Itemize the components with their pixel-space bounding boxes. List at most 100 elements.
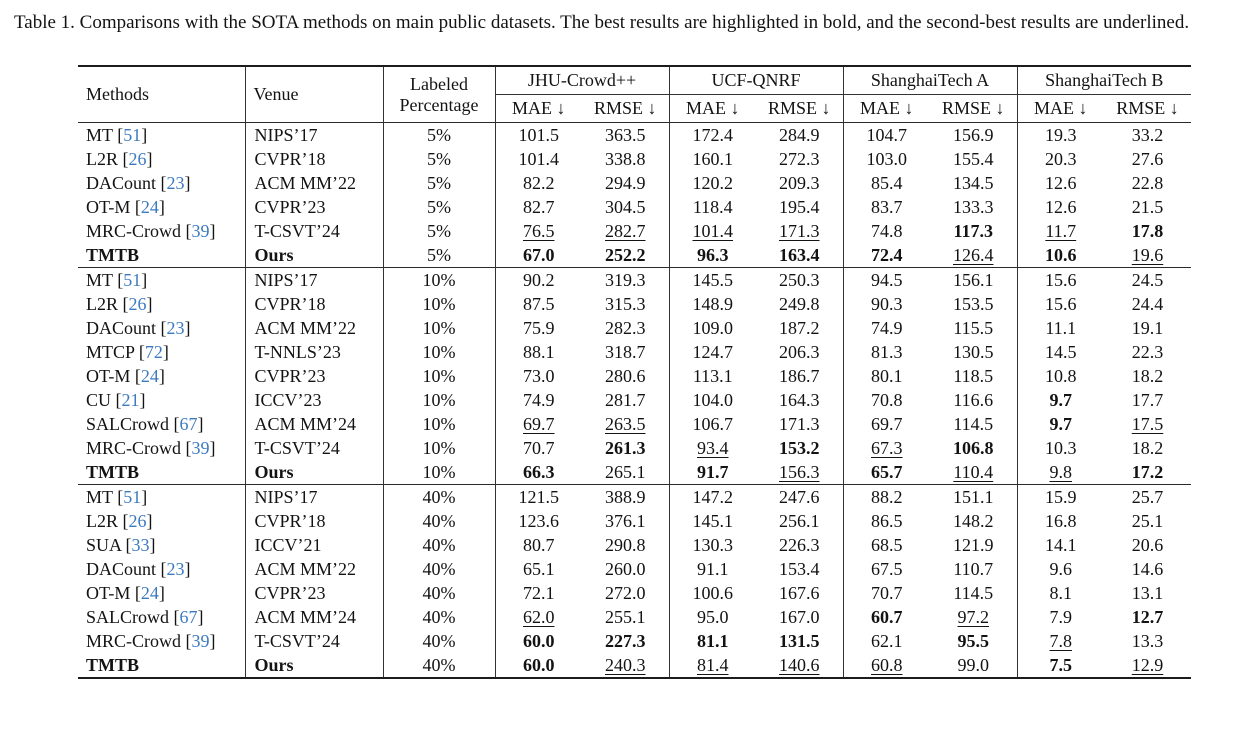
labeled-percentage-cell: 10% <box>383 436 496 460</box>
method-cell: L2R [26] <box>78 292 246 316</box>
citation-number[interactable]: 23 <box>166 172 185 193</box>
method-cell: OT-M [24] <box>78 364 246 388</box>
method-cell: SALCrowd [67] <box>78 605 246 629</box>
venue-cell: T-NNLS’23 <box>245 340 384 364</box>
metric-cell: 315.3 <box>582 292 670 316</box>
citation-number[interactable]: 24 <box>140 365 159 386</box>
metric-cell: 87.5 <box>523 293 555 314</box>
metric-cell: 148.9 <box>692 293 734 314</box>
method-name: SALCrowd <box>86 606 170 627</box>
citation-number[interactable]: 72 <box>144 341 163 362</box>
citation-link[interactable]: [51] <box>112 486 148 507</box>
citation-link[interactable]: [26] <box>118 510 153 531</box>
metric-cell: 13.1 <box>1131 582 1164 603</box>
citation-link[interactable]: [26] <box>118 148 153 169</box>
citation-link[interactable]: [67] <box>169 413 204 434</box>
metric-cell: 121.5 <box>518 486 560 507</box>
citation-link[interactable]: [24] <box>130 196 165 217</box>
metric-cell: 60.0 <box>523 630 555 651</box>
metric-cell: 272.3 <box>756 147 844 171</box>
citation-number[interactable]: 67 <box>179 606 198 627</box>
metric-cell: 130.5 <box>930 340 1018 364</box>
metric-cell: 96.3 <box>697 244 729 265</box>
citation-link[interactable]: [26] <box>118 293 153 314</box>
metric-cell: 130.3 <box>692 534 734 555</box>
citation-link[interactable]: [72] <box>134 341 169 362</box>
metric-cell: 7.8 <box>1049 630 1073 651</box>
citation-link[interactable]: [51] <box>112 269 148 290</box>
metric-cell: 20.6 <box>1131 534 1164 555</box>
col-header-shanghaitech-b: ShanghaiTech B <box>1017 66 1191 95</box>
citation-number[interactable]: 51 <box>123 124 142 145</box>
metric-cell: 93.4 <box>697 437 729 458</box>
metric-cell: 62.1 <box>871 630 903 651</box>
col-header-shanghaitech-a: ShanghaiTech A <box>843 66 1018 95</box>
metric-cell: 7.9 <box>1049 606 1073 627</box>
citation-link[interactable]: [24] <box>130 582 165 603</box>
metric-cell: 10.8 <box>1045 365 1077 386</box>
table-row: TMTB Ours 40% 60.0 240.3 81.4 140.6 60.8 99.0 7.5… <box>78 653 1191 678</box>
venue-cell: Ours <box>245 460 384 485</box>
labeled-percentage-cell: 5% <box>383 243 496 268</box>
citation-number[interactable]: 26 <box>128 293 147 314</box>
method-cell: MRC-Crowd [39] <box>78 219 246 243</box>
citation-link[interactable]: [39] <box>181 630 216 651</box>
metric-cell: 260.0 <box>582 557 670 581</box>
method-name: OT-M <box>86 196 131 217</box>
citation-link[interactable]: [33] <box>121 534 156 555</box>
table-row: MT [51] NIPS’17 5% 101.5 363.5 172.4 284.9 104.… <box>78 122 1191 147</box>
col-header-rmse: RMSE ↓ <box>756 94 844 123</box>
method-name: MT <box>86 486 113 507</box>
citation-link[interactable]: [24] <box>130 365 165 386</box>
citation-number[interactable]: 51 <box>123 486 142 507</box>
labeled-percentage-cell: 40% <box>383 509 496 533</box>
metric-cell: 109.0 <box>692 317 734 338</box>
metric-cell: 153.2 <box>756 436 844 460</box>
method-cell: MRC-Crowd [39] <box>78 436 246 460</box>
metric-cell: 97.2 <box>930 605 1018 629</box>
citation-number[interactable]: 26 <box>128 148 147 169</box>
citation-number[interactable]: 24 <box>140 582 159 603</box>
citation-number[interactable]: 21 <box>121 389 140 410</box>
method-name: MT <box>86 269 113 290</box>
venue-cell: NIPS’17 <box>245 267 384 292</box>
metric-cell: 263.5 <box>582 412 670 436</box>
citation-number[interactable]: 23 <box>166 317 185 338</box>
citation-link[interactable]: [23] <box>156 558 191 579</box>
table-row: OT-M [24] CVPR’23 40% 72.1 272.0 100.6 167.6 70… <box>78 581 1191 605</box>
labeled-percentage-cell: 10% <box>383 340 496 364</box>
labeled-percentage-cell: 10% <box>383 460 496 485</box>
metric-cell: 25.1 <box>1131 510 1164 531</box>
citation-link[interactable]: [23] <box>156 172 191 193</box>
metric-cell: 280.6 <box>582 364 670 388</box>
citation-number[interactable]: 26 <box>128 510 147 531</box>
method-name: L2R <box>86 510 119 531</box>
citation-number[interactable]: 51 <box>123 269 142 290</box>
metric-cell: 240.3 <box>582 653 670 678</box>
metric-cell: 117.3 <box>930 219 1018 243</box>
col-header-rmse: RMSE ↓ <box>582 94 670 123</box>
citation-link[interactable]: [39] <box>181 220 216 241</box>
metric-cell: 70.7 <box>871 582 903 603</box>
metric-cell: 249.8 <box>756 292 844 316</box>
col-header-jhu-crowd: JHU-Crowd++ <box>495 66 670 95</box>
citation-number[interactable]: 39 <box>191 630 210 651</box>
metric-cell: 167.0 <box>756 605 844 629</box>
citation-number[interactable]: 39 <box>191 220 210 241</box>
col-header-rmse: RMSE ↓ <box>1116 98 1179 118</box>
metric-cell: 95.5 <box>930 629 1018 653</box>
citation-number[interactable]: 67 <box>179 413 198 434</box>
citation-link[interactable]: [39] <box>181 437 216 458</box>
citation-number[interactable]: 24 <box>140 196 159 217</box>
citation-number[interactable]: 39 <box>191 437 210 458</box>
metric-cell: 156.1 <box>930 267 1018 292</box>
metric-cell: 80.1 <box>871 365 903 386</box>
table-row: MTCP [72] T-NNLS’23 10% 88.1 318.7 124.7 206.3… <box>78 340 1191 364</box>
citation-number[interactable]: 23 <box>166 558 185 579</box>
venue-cell: NIPS’17 <box>245 484 384 509</box>
citation-number[interactable]: 33 <box>131 534 150 555</box>
citation-link[interactable]: [23] <box>156 317 191 338</box>
citation-link[interactable]: [67] <box>169 606 204 627</box>
citation-link[interactable]: [51] <box>112 124 148 145</box>
citation-link[interactable]: [21] <box>111 389 146 410</box>
